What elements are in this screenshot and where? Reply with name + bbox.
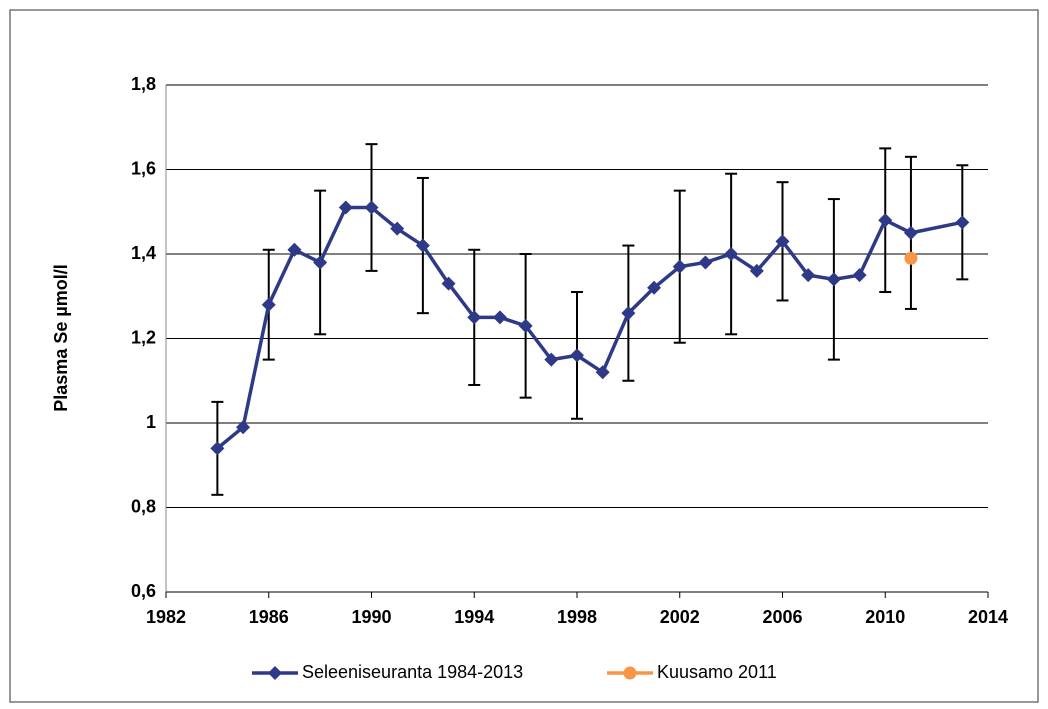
x-tick-label: 2014 xyxy=(968,607,1008,627)
data-point xyxy=(904,251,918,265)
y-tick-label: 1,8 xyxy=(131,74,156,94)
data-point xyxy=(826,272,841,287)
legend-label: Kuusamo 2011 xyxy=(657,662,777,682)
data-point xyxy=(698,255,713,270)
data-point xyxy=(749,263,764,278)
data-point xyxy=(852,268,867,283)
y-tick-label: 1,6 xyxy=(131,158,156,178)
data-point xyxy=(621,306,636,321)
data-point xyxy=(878,213,893,228)
x-tick-label: 2006 xyxy=(762,607,802,627)
data-point xyxy=(492,310,507,325)
legend-marker xyxy=(268,666,282,680)
data-point xyxy=(955,215,970,230)
data-point xyxy=(801,268,816,283)
data-point xyxy=(467,310,482,325)
data-point xyxy=(595,365,610,380)
x-tick-label: 2010 xyxy=(865,607,905,627)
legend-label: Seleeniseuranta 1984-2013 xyxy=(302,662,523,682)
data-point xyxy=(544,352,559,367)
data-point xyxy=(210,441,225,456)
data-point xyxy=(647,280,662,295)
data-point xyxy=(570,348,584,363)
x-tick-label: 1990 xyxy=(351,607,391,627)
data-point xyxy=(672,259,687,274)
data-point xyxy=(364,200,379,215)
data-point xyxy=(724,247,739,261)
x-tick-label: 1994 xyxy=(454,607,494,627)
y-tick-label: 0,6 xyxy=(131,581,156,601)
data-point xyxy=(390,221,405,236)
data-point xyxy=(261,297,276,312)
y-tick-label: 1 xyxy=(146,412,156,432)
y-tick-label: 1,2 xyxy=(131,327,156,347)
data-point xyxy=(518,318,533,333)
data-point xyxy=(236,420,251,435)
y-axis-label: Plasma Se µmol/l xyxy=(51,264,71,411)
chart-border xyxy=(9,9,1039,703)
y-tick-label: 0,8 xyxy=(131,496,156,516)
data-point xyxy=(775,234,790,249)
x-tick-label: 1998 xyxy=(557,607,597,627)
data-point xyxy=(441,276,456,291)
data-point xyxy=(287,242,302,257)
x-tick-label: 1982 xyxy=(146,607,186,627)
x-tick-label: 2002 xyxy=(660,607,700,627)
data-point xyxy=(415,238,430,253)
legend-marker xyxy=(623,666,637,680)
data-point xyxy=(313,255,328,270)
y-tick-label: 1,4 xyxy=(131,243,156,263)
x-tick-label: 1986 xyxy=(249,607,289,627)
data-point xyxy=(903,225,918,240)
data-point xyxy=(338,200,353,215)
